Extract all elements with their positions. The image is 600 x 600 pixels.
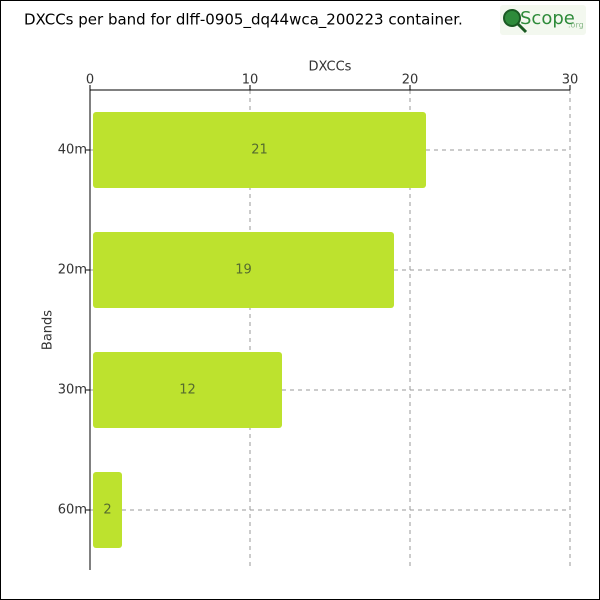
data-label: 19: [235, 263, 252, 278]
y-axis-label: Bands: [41, 310, 56, 350]
x-axis-label: DXCCs: [309, 60, 352, 75]
data-label: 12: [179, 383, 196, 398]
logo-handle: [516, 22, 528, 34]
bar: [93, 232, 394, 308]
y-tick-label: 40m: [58, 143, 87, 158]
x-tick-label: 0: [86, 73, 94, 88]
y-tick-label: 30m: [58, 383, 87, 398]
bar: [93, 112, 426, 188]
data-label: 2: [103, 503, 111, 518]
y-tick-label: 20m: [58, 263, 87, 278]
y-tick-label: 60m: [58, 503, 87, 518]
x-tick-label: 20: [402, 73, 419, 88]
logo-icon: [503, 9, 521, 27]
logo-suffix: .org: [568, 21, 584, 30]
chart-title: DXCCs per band for dlff-0905_dq44wca_200…: [24, 11, 463, 30]
x-tick-label: 30: [562, 73, 579, 88]
logo-text: Scope: [520, 8, 575, 29]
bar: [93, 352, 282, 428]
data-label: 21: [251, 143, 268, 158]
logo: Scope .org: [500, 5, 586, 35]
x-tick-label: 10: [242, 73, 259, 88]
bar: [93, 472, 122, 548]
